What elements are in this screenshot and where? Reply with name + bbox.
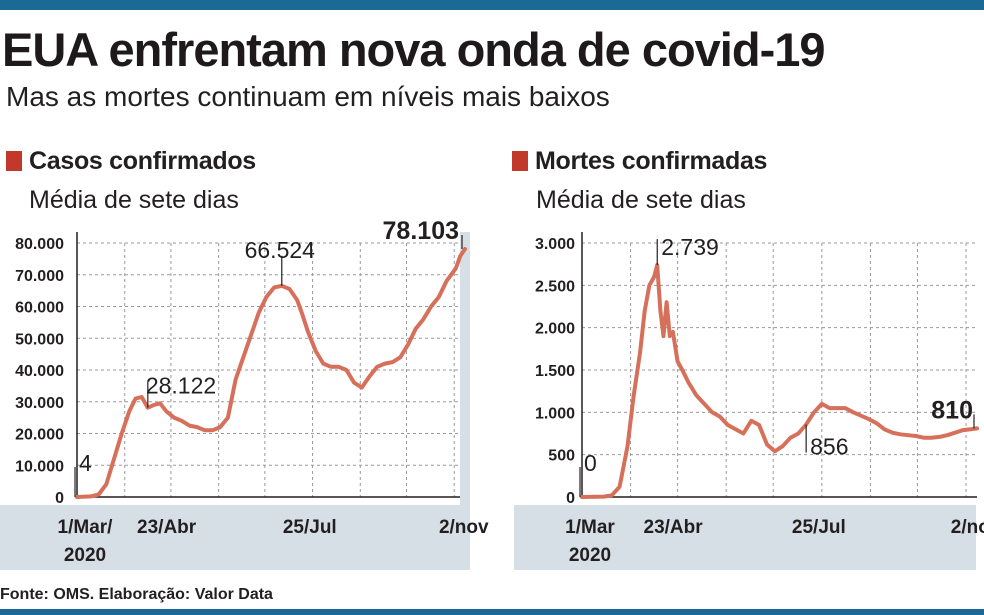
y-tick-label: 10.000 <box>15 458 64 475</box>
deaths-panel-title: Mortes confirmadas <box>512 146 767 176</box>
cases-panel-title: Casos confirmados <box>6 146 256 176</box>
annotation-label: 810 <box>931 396 973 424</box>
annotation-label: 4 <box>79 450 92 476</box>
y-tick-label: 3.000 <box>535 236 575 253</box>
plot-area <box>577 232 977 505</box>
y-tick-label: 30.000 <box>15 395 64 412</box>
y-tick-label: 40.000 <box>15 363 64 380</box>
x-tick-label: 2/nov <box>951 517 984 538</box>
deaths-panel-subtitle: Média de sete dias <box>536 186 746 214</box>
y-tick-label: 2.000 <box>535 321 575 338</box>
annotation-label: 28.122 <box>146 373 216 399</box>
annotation-label: 0 <box>584 450 597 476</box>
top-rule <box>0 0 984 10</box>
y-tick-label: 0 <box>55 490 64 507</box>
bottom-rule <box>0 609 984 615</box>
annotation-label: 2.739 <box>661 234 719 260</box>
plot-area <box>72 232 460 505</box>
x-tick-label: 23/Abr <box>644 517 704 538</box>
accent-square-icon <box>6 151 22 171</box>
y-tick-label: 1.000 <box>535 405 575 422</box>
x-tick-sublabel: 2020 <box>64 545 106 566</box>
annotation-label: 856 <box>810 434 848 460</box>
x-tick-label: 25/Jul <box>283 517 337 538</box>
deaths-title-text: Mortes confirmadas <box>535 147 768 175</box>
series-line <box>580 263 979 499</box>
y-tick-label: 70.000 <box>15 268 64 285</box>
y-tick-label: 20.000 <box>15 427 64 444</box>
x-tick-sublabel: 2020 <box>569 545 611 566</box>
y-tick-label: 60.000 <box>15 300 64 317</box>
page-title: EUA enfrentam nova onda de covid-19 <box>2 23 825 76</box>
x-tick-label: 1/Mar <box>565 517 615 538</box>
page-subtitle: Mas as mortes continuam em níveis mais b… <box>6 81 610 112</box>
series-line <box>75 247 467 499</box>
annotation-label: 78.103 <box>383 217 459 245</box>
y-tick-label: 2.500 <box>535 278 575 295</box>
accent-square-icon <box>512 151 528 171</box>
y-axis-area <box>0 232 72 505</box>
x-tick-label: 23/Abr <box>137 517 197 538</box>
x-tick-label: 25/Jul <box>792 517 846 538</box>
y-tick-label: 50.000 <box>15 331 64 348</box>
y-tick-label: 500 <box>548 448 575 465</box>
cases-title-text: Casos confirmados <box>29 147 256 175</box>
y-tick-label: 1.500 <box>535 363 575 380</box>
y-axis-area <box>514 232 577 505</box>
source-note: Fonte: OMS. Elaboração: Valor Data <box>0 586 273 603</box>
annotation-label: 66.524 <box>245 237 316 263</box>
y-tick-label: 80.000 <box>15 236 64 253</box>
x-tick-label: 2/nov <box>439 517 489 538</box>
y-tick-label: 0 <box>566 490 575 507</box>
cases-panel-subtitle: Média de sete dias <box>29 186 239 214</box>
x-tick-label: 1/Mar/ <box>58 517 114 538</box>
